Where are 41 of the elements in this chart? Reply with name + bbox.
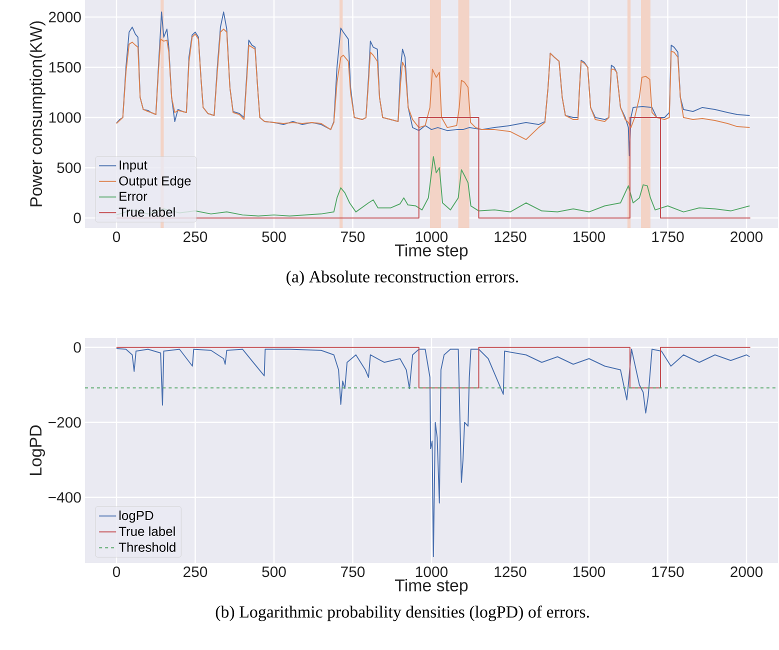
- x-tick-label: 1500: [574, 232, 606, 242]
- y-tick-label: 0: [74, 212, 81, 224]
- x-axis-title: Time step: [395, 578, 468, 595]
- y-axis-title: Power consumption(KW): [30, 21, 46, 206]
- x-tick-label: 0: [112, 232, 120, 242]
- y-tick-label: 1000: [49, 112, 81, 123]
- x-axis-title: Time step: [395, 244, 468, 260]
- x-tick-label: 500: [262, 232, 286, 242]
- legend-label: True label: [118, 526, 175, 536]
- y-tick-label: −200: [48, 417, 81, 428]
- x-tick-label: 1750: [652, 566, 684, 578]
- x-tick-label: 250: [184, 566, 208, 578]
- y-tick-label: 1500: [49, 62, 81, 73]
- x-tick-label: 1250: [494, 232, 526, 242]
- x-tick-label: 500: [262, 566, 286, 578]
- text: (b) Logarithmic probability densities (logPD) of errors.: [216, 606, 589, 622]
- x-tick-label: 2000: [730, 566, 763, 578]
- y-axis-title: LogPD: [30, 425, 45, 475]
- y-tick-label: −400: [48, 492, 81, 503]
- y-tick-label: 2000: [48, 12, 81, 22]
- x-tick-label: 1000: [416, 232, 448, 242]
- x-tick-label: 250: [184, 232, 208, 242]
- legend-label: Error: [120, 192, 148, 201]
- legend-label: True label: [118, 207, 175, 217]
- x-tick-label: 1000: [416, 566, 448, 578]
- x-tick-label: 1500: [574, 566, 606, 578]
- line-series: [116, 348, 750, 558]
- line-series: [116, 28, 750, 140]
- x-tick-label: 1750: [652, 232, 684, 242]
- text: (a) Absolute reconstruction errors.: [286, 270, 518, 286]
- x-tick-label: 750: [341, 232, 365, 242]
- legend-label: logPD: [119, 510, 154, 523]
- x-tick-label: 2000: [730, 232, 763, 242]
- x-tick-label: 1250: [494, 566, 526, 578]
- legend-label: Input: [120, 160, 148, 172]
- y-tick-label: 500: [57, 162, 81, 174]
- legend-label: Output Edge: [119, 176, 191, 188]
- legend-label: Threshold: [118, 542, 176, 552]
- y-tick-label: 0: [74, 342, 81, 353]
- x-tick-label: 0: [112, 566, 120, 578]
- x-tick-label: 750: [341, 566, 365, 578]
